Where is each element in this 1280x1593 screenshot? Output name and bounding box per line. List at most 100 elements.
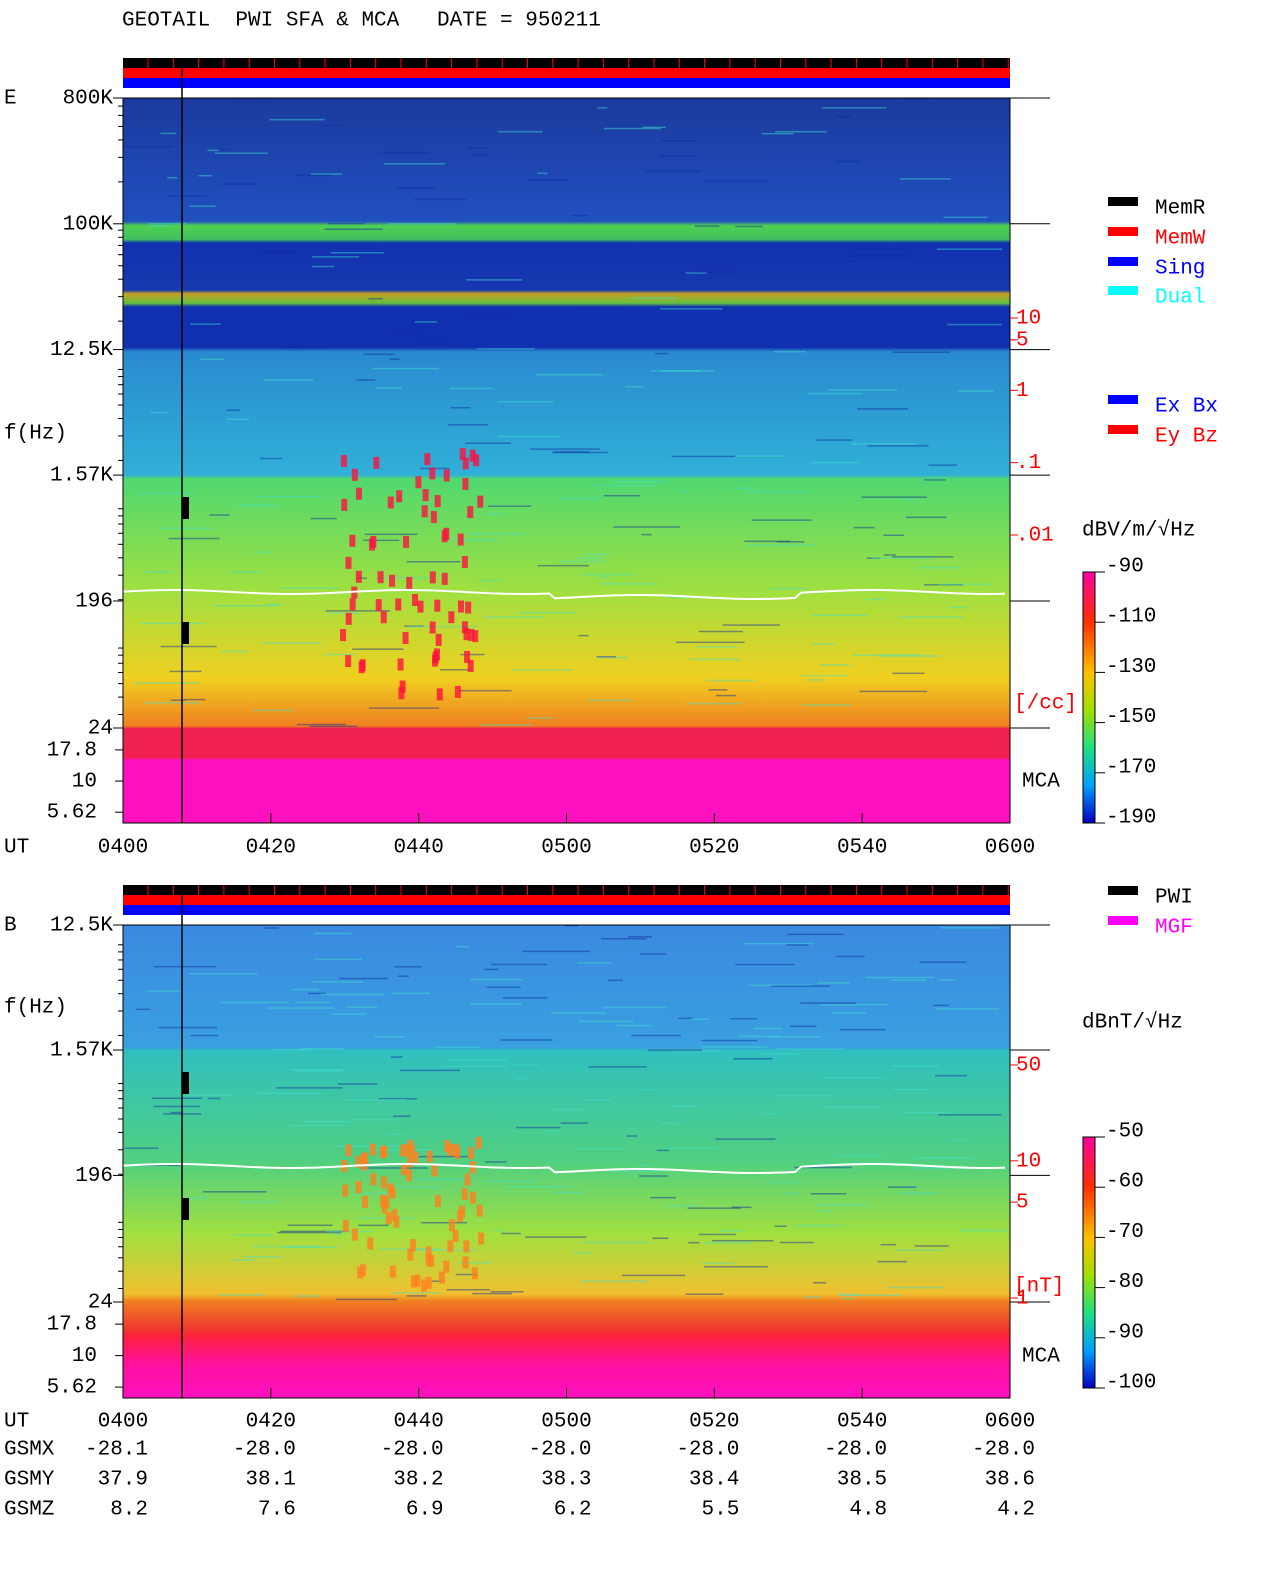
spectrogram-texture [948,606,968,609]
side-tick-label: 50 [1016,1055,1041,1078]
spectrogram-texture [369,1143,376,1156]
legend-swatch [1108,425,1138,434]
orbit-value: -28.0 [972,1439,1035,1462]
spectrogram-texture [817,982,850,984]
spectrogram-texture [697,646,738,648]
spectrogram-texture [394,966,422,968]
spectrogram-texture [221,650,250,653]
spectrogram-texture [625,385,644,388]
spectrogram-texture [170,1111,183,1114]
spectrogram-texture [471,1267,478,1280]
spectrogram-texture [753,1027,782,1030]
spectrogram-texture [209,514,230,516]
spectrogram-texture [387,1183,394,1196]
spectrogram-texture [773,350,806,353]
spectrogram-texture [311,256,360,258]
spectrogram-texture [435,633,442,646]
spectrogram-texture [465,601,472,614]
spectrogram-texture [866,557,881,559]
spectrogram-texture [333,1233,344,1236]
spectrogram-texture [281,346,328,349]
spectrogram-texture [327,222,365,225]
spectrogram-texture [493,1229,505,1232]
spectrogram-texture [793,1224,846,1227]
x-tick-label: 0540 [837,837,887,860]
spectrogram-texture [636,1163,652,1166]
spectrogram-texture [345,1144,352,1157]
spectrogram-texture [355,570,362,583]
spectrogram-texture [276,1087,343,1089]
spectrogram-texture [838,1293,859,1296]
spectrogram-texture [642,126,666,129]
spectrogram-texture [905,1186,918,1188]
spectrogram-texture [849,254,909,257]
spectrogram-texture [255,495,322,498]
colorbar-label: dBV/m/√Hz [1082,519,1195,543]
spectrogram-texture [583,1241,651,1244]
spectrogram-texture [467,506,474,519]
spectrogram-texture [345,612,352,625]
spectrogram-texture [418,1155,469,1158]
spectrogram-texture [406,1295,427,1297]
spectrogram-texture [429,571,436,584]
spectrogram-texture [425,1253,432,1266]
spectrogram-texture [339,977,389,980]
spectrogram-texture [434,599,441,612]
spectrogram-texture [535,373,603,376]
spectrogram-texture [774,1225,787,1228]
spectrogram-texture [688,1241,700,1244]
spectrogram-texture [578,1020,634,1023]
spectrogram-texture [406,1155,413,1168]
panel-label: E [4,88,17,111]
spectrogram-texture [464,650,471,663]
spectrogram-texture [237,504,278,506]
spectrogram-texture [490,1290,524,1293]
orbit-row-label: GSMY [4,1469,55,1492]
spectrogram-texture [457,533,464,546]
spectrogram-texture [913,1157,974,1159]
spectrogram-texture [132,682,200,684]
spectrogram-texture [498,435,561,438]
spectrogram-texture [325,610,391,612]
spectrogram-texture [231,571,262,573]
spectrogram-texture [491,963,548,966]
spectrogram-texture [722,624,780,626]
spectrogram-texture [312,981,363,983]
spectrogram-texture [429,621,436,634]
spectrogram-texture [280,587,339,589]
spectrogram-texture [320,993,385,996]
spectrogram-texture [673,1050,720,1052]
spectrogram-texture [415,476,422,489]
spectrogram-texture [332,1013,366,1015]
spectrogram-texture [898,1192,939,1195]
side-tick-label: 1 [1016,380,1029,403]
legend-label: MemR [1155,198,1206,221]
spectrogram-texture [766,1181,803,1184]
y-axis-label: f(Hz) [4,423,67,446]
legend-swatch [1108,257,1138,266]
spectrogram-texture [185,1094,233,1096]
spectrogram-texture [734,487,754,490]
spectrogram-texture [400,1069,460,1072]
trace-line [122,1162,1006,1175]
spectrogram-texture [702,1262,735,1265]
spectrogram-texture [231,1259,256,1261]
spectrogram-texture [153,965,216,968]
spectrogram-texture [900,178,951,180]
spectrogram-texture [904,1112,953,1114]
spectrogram-texture [447,1240,454,1253]
spectrogram-texture [516,1126,561,1129]
spectrogram-texture [439,669,473,671]
spectrogram-texture [582,573,634,576]
spectrogram-texture [381,1145,388,1158]
spectrogram-texture [396,490,403,503]
spectrogram-texture [389,1265,396,1278]
spectrogram-texture [287,1224,333,1227]
spectrogram-texture [748,544,816,546]
spectrogram-texture [434,648,441,661]
spectrogram-texture [820,1003,889,1006]
spectrogram-texture [687,1207,741,1209]
spectrogram-texture [449,1058,508,1061]
spectrogram-texture [611,1170,661,1172]
spectrogram-texture [458,1261,492,1264]
